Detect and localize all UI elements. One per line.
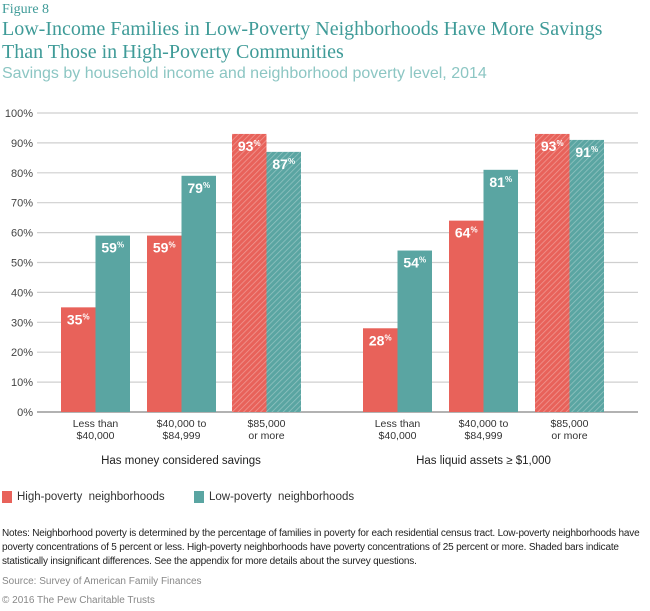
copyright: © 2016 The Pew Charitable Trusts xyxy=(2,595,155,606)
category-label: $84,999 xyxy=(163,430,201,442)
bar-high-poverty xyxy=(535,133,570,412)
y-tick-label: 0% xyxy=(17,407,33,419)
y-tick-label: 80% xyxy=(11,168,33,180)
legend-swatch xyxy=(194,491,204,503)
bar-low-poverty xyxy=(266,151,301,412)
y-tick-label: 30% xyxy=(11,317,33,329)
bar-low-poverty xyxy=(181,175,216,412)
bar-high-poverty xyxy=(363,328,398,412)
bar-high-poverty xyxy=(449,220,484,412)
category-label: $40,000 to xyxy=(459,418,509,430)
panel-label: Has money considered savings xyxy=(101,455,261,467)
bar-low-poverty xyxy=(95,235,130,412)
y-tick-label: 10% xyxy=(11,377,33,389)
chart-footer: Notes: Neighborhood poverty is determine… xyxy=(2,527,648,608)
category-label: $40,000 xyxy=(77,430,115,442)
category-label: $84,999 xyxy=(465,430,503,442)
category-label: or more xyxy=(551,430,587,442)
figure-label: Figure 8 xyxy=(2,2,50,17)
bar-low-poverty xyxy=(569,139,604,412)
bar-high-poverty xyxy=(147,235,182,412)
bar-chart: 0%10%20%30%40%50%60%70%80%90%100%35%59%L… xyxy=(5,108,638,467)
category-label: $40,000 xyxy=(379,430,417,442)
chart-title: Low-Income Families in Low-Poverty Neigh… xyxy=(2,18,603,63)
category-label: $85,000 xyxy=(551,418,589,430)
legend-swatch xyxy=(2,491,12,503)
bar-high-poverty xyxy=(232,133,267,412)
bar-low-poverty xyxy=(483,169,518,412)
y-tick-label: 20% xyxy=(11,347,33,359)
source: Source: Survey of American Family Financ… xyxy=(2,576,202,587)
category-label: Less than xyxy=(375,418,421,430)
y-tick-label: 50% xyxy=(11,258,33,270)
category-label: $40,000 to xyxy=(157,418,207,430)
y-tick-label: 70% xyxy=(11,198,33,210)
legend-label: Low-poverty neighborhoods xyxy=(209,491,355,503)
chart-subtitle: Savings by household income and neighbor… xyxy=(2,65,487,82)
category-label: or more xyxy=(248,430,284,442)
legend-item-low-poverty: Low-poverty neighborhoods xyxy=(194,491,354,503)
panel-label: Has liquid assets ≥ $1,000 xyxy=(416,455,551,467)
y-tick-label: 60% xyxy=(11,228,33,240)
y-tick-label: 90% xyxy=(11,138,33,150)
y-tick-label: 40% xyxy=(11,287,33,299)
category-label: $85,000 xyxy=(248,418,286,430)
legend-item-high-poverty: High-poverty neighborhoods xyxy=(2,491,165,503)
legend-label: High-poverty neighborhoods xyxy=(17,491,165,503)
bar-low-poverty xyxy=(397,250,432,412)
chart-header: Figure 8 Low-Income Families in Low-Pove… xyxy=(2,1,648,84)
y-tick-label: 100% xyxy=(5,108,33,120)
bar-high-poverty xyxy=(61,307,96,412)
notes: Notes: Neighborhood poverty is determine… xyxy=(2,528,640,567)
category-label: Less than xyxy=(73,418,119,430)
